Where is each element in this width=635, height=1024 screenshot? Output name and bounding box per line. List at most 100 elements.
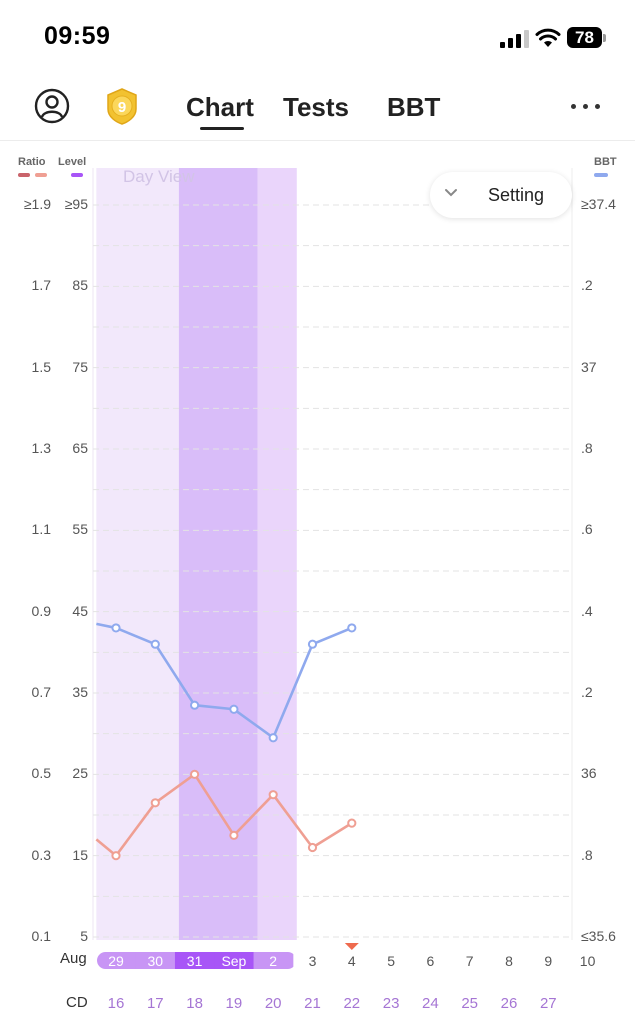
ratio-data-point: [307, 842, 318, 853]
cycle-day-label: 23: [383, 995, 400, 1012]
date-pill: [253, 952, 294, 969]
legend-level-swatch: [71, 173, 83, 177]
ratio-series-line: [95, 773, 353, 857]
date-pill: [97, 952, 137, 969]
ratio-data-point: [229, 830, 239, 840]
ratio-tick-label: 1.7: [31, 277, 51, 294]
battery-indicator: 78: [567, 27, 602, 48]
top-nav: 9 Chart Tests BBT: [0, 75, 635, 141]
badge-number: 9: [118, 99, 126, 116]
ratio-data-point: [150, 798, 160, 808]
ratio-tick-label: 0.5: [31, 765, 51, 782]
date-label: 10: [580, 953, 596, 969]
more-options-icon[interactable]: [568, 102, 604, 112]
ratio-tick-label: 0.1: [31, 928, 51, 944]
date-label: 7: [466, 953, 474, 969]
today-marker-icon: [344, 943, 359, 950]
date-label: 8: [505, 953, 513, 969]
level-tick-label: 75: [72, 358, 88, 375]
bbt-tick-label: ≥37.4: [581, 196, 616, 212]
cellular-signal-icon: [500, 30, 530, 48]
phase-band-0: [96, 168, 179, 940]
ratio-data-point: [347, 818, 357, 828]
date-label: 30: [148, 953, 164, 969]
legend-bbt-swatch: [594, 173, 608, 177]
status-time: 09:59: [44, 22, 111, 50]
level-tick-label: 5: [80, 928, 88, 944]
cycle-day-label: 26: [501, 995, 518, 1012]
cd-row-label: CD: [66, 994, 88, 1011]
bbt-data-point: [229, 704, 239, 714]
cycle-day-label: 21: [304, 995, 321, 1012]
legend-ratio-label: Ratio: [18, 156, 46, 168]
status-bar: 09:59 78: [0, 0, 635, 75]
bbt-tick-label: .6: [581, 521, 593, 538]
date-label: 29: [108, 953, 124, 969]
date-pill: [174, 952, 215, 969]
bbt-data-point: [111, 623, 121, 633]
date-pill: [214, 952, 255, 969]
cycle-day-label: 25: [461, 995, 478, 1012]
bbt-data-point: [190, 700, 200, 710]
setting-label: Setting: [488, 185, 545, 205]
month-row-label: Aug: [60, 950, 87, 967]
legend-ratio-swatch-dark: [18, 173, 30, 177]
chevron-down-icon: [445, 189, 457, 197]
bbt-series-line: [96, 622, 353, 740]
bbt-data-point: [150, 639, 160, 649]
date-label: 31: [187, 953, 203, 969]
ratio-data-point: [268, 790, 278, 800]
day-view-label: Day View: [123, 167, 195, 186]
bbt-tick-label: 37: [581, 358, 597, 375]
ratio-tick-label: 1.3: [31, 440, 51, 456]
ratio-tick-label: 1.1: [31, 521, 51, 538]
date-label: 9: [544, 953, 552, 969]
ratio-tick-label: 0.7: [31, 684, 51, 700]
legend-ratio-swatch-light: [35, 173, 47, 177]
date-label: Sep: [221, 953, 246, 969]
wifi-icon: [535, 28, 561, 47]
bbt-tick-label: .8: [581, 846, 593, 863]
level-tick-label: 65: [72, 440, 88, 456]
setting-button[interactable]: Setting: [430, 172, 572, 218]
phase-band-2: [257, 168, 297, 940]
date-label: 3: [309, 953, 317, 969]
date-label: 5: [387, 953, 395, 969]
cycle-day-label: 17: [147, 995, 164, 1012]
date-pill-group: [97, 952, 294, 969]
battery-cap: [603, 34, 606, 42]
cycle-day-label: 22: [343, 995, 360, 1012]
level-tick-label: 35: [72, 684, 88, 700]
bbt-tick-label: .2: [581, 684, 593, 700]
tab-chart[interactable]: Chart: [186, 92, 254, 122]
date-label: 6: [427, 953, 435, 969]
bbt-tick-label: ≤35.6: [581, 928, 616, 944]
active-tab-indicator: [200, 127, 244, 130]
bbt-tick-label: .4: [581, 602, 593, 619]
level-tick-label: 15: [72, 846, 88, 863]
date-label: 2: [269, 953, 277, 969]
tab-bbt[interactable]: BBT: [387, 92, 441, 122]
tab-tests[interactable]: Tests: [283, 92, 349, 122]
level-tick-label: 85: [72, 277, 88, 294]
bbt-tick-label: .2: [581, 277, 593, 294]
profile-icon[interactable]: [34, 88, 70, 124]
ratio-tick-label: 0.3: [31, 846, 51, 863]
cycle-day-label: 24: [422, 995, 439, 1012]
cycle-day-label: 20: [265, 995, 282, 1012]
cycle-day-label: 27: [540, 995, 557, 1012]
ratio-tick-label: ≥1.9: [23, 196, 51, 212]
legend-level-label: Level: [58, 156, 87, 168]
bbt-data-point: [268, 733, 278, 743]
level-tick-label: 55: [72, 521, 88, 538]
date-pill: [135, 952, 176, 969]
cycle-day-label: 18: [186, 995, 203, 1012]
date-label: 4: [348, 953, 356, 969]
bbt-tick-label: .8: [581, 440, 593, 456]
level-badge-icon[interactable]: 9: [104, 87, 140, 125]
cycle-day-label: 19: [226, 995, 243, 1012]
level-tick-label: 25: [72, 765, 88, 782]
ratio-tick-label: 0.9: [31, 602, 51, 619]
ratio-tick-label: 1.5: [31, 358, 51, 375]
